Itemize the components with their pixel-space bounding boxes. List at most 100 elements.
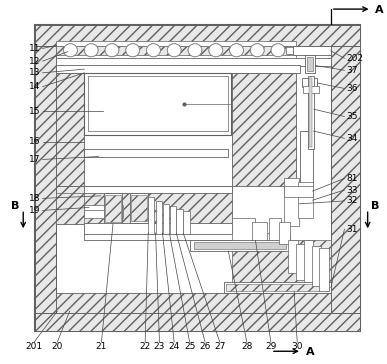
Bar <box>35 25 360 331</box>
Text: 13: 13 <box>29 68 41 77</box>
Bar <box>279 222 290 244</box>
Circle shape <box>63 44 77 57</box>
Circle shape <box>188 44 202 57</box>
Text: 12: 12 <box>29 57 41 66</box>
Bar <box>319 248 329 291</box>
Bar <box>269 218 281 240</box>
Bar <box>190 240 290 251</box>
Bar <box>302 78 317 87</box>
Bar <box>35 25 360 46</box>
Text: 17: 17 <box>29 155 41 164</box>
Bar <box>130 193 148 223</box>
Text: 29: 29 <box>265 342 277 351</box>
Bar <box>232 218 255 240</box>
Bar <box>176 209 183 234</box>
Text: 26: 26 <box>199 342 211 351</box>
Text: 33: 33 <box>346 186 358 194</box>
Circle shape <box>167 44 181 57</box>
Bar <box>56 186 232 224</box>
Text: 201: 201 <box>26 342 43 351</box>
Text: 21: 21 <box>96 342 107 351</box>
Circle shape <box>147 44 161 57</box>
Bar <box>84 223 232 234</box>
Text: 22: 22 <box>139 342 151 351</box>
Text: 37: 37 <box>346 66 358 75</box>
Bar <box>56 58 331 66</box>
Bar <box>293 46 331 55</box>
Bar <box>232 240 331 293</box>
Bar <box>56 41 296 46</box>
Bar <box>309 78 312 147</box>
Circle shape <box>126 44 140 57</box>
Bar <box>84 149 228 157</box>
Text: A: A <box>375 5 383 15</box>
Bar <box>226 284 329 291</box>
Bar <box>84 205 123 211</box>
Circle shape <box>84 44 98 57</box>
Text: 25: 25 <box>184 342 195 351</box>
Text: 20: 20 <box>51 342 63 351</box>
Bar <box>105 195 121 222</box>
Circle shape <box>229 44 243 57</box>
Bar <box>35 46 56 331</box>
Bar <box>84 186 232 193</box>
Text: 18: 18 <box>29 194 41 203</box>
Bar <box>298 182 313 218</box>
Circle shape <box>271 44 285 57</box>
Bar <box>232 73 296 186</box>
Circle shape <box>209 44 223 57</box>
Text: 23: 23 <box>154 342 165 351</box>
Bar <box>104 193 122 224</box>
Bar <box>286 47 293 54</box>
Text: 19: 19 <box>29 206 41 215</box>
Bar <box>194 242 286 249</box>
Text: 11: 11 <box>29 44 41 53</box>
Bar <box>84 233 290 240</box>
Text: 35: 35 <box>346 112 358 121</box>
Bar <box>312 246 321 286</box>
Text: 15: 15 <box>29 107 41 115</box>
Text: 202: 202 <box>346 54 363 63</box>
Text: A: A <box>306 347 314 357</box>
Text: 81: 81 <box>346 174 358 183</box>
Bar <box>84 210 123 218</box>
Bar <box>296 244 306 280</box>
Bar <box>224 282 331 293</box>
Bar <box>305 55 315 73</box>
Text: 27: 27 <box>214 342 226 351</box>
Bar <box>56 73 84 186</box>
Text: 16: 16 <box>29 138 41 146</box>
Text: 36: 36 <box>346 84 358 93</box>
Bar <box>56 293 331 313</box>
Bar <box>331 46 360 331</box>
Text: 31: 31 <box>346 225 358 234</box>
Bar <box>56 65 300 73</box>
Text: 30: 30 <box>291 342 303 351</box>
Bar <box>56 46 296 56</box>
Bar <box>183 211 190 234</box>
Text: B: B <box>371 201 379 211</box>
Bar <box>303 86 319 93</box>
Bar <box>35 313 360 331</box>
Bar <box>56 46 331 313</box>
Bar <box>131 195 147 221</box>
Bar <box>252 222 267 240</box>
Text: 34: 34 <box>346 134 358 143</box>
Text: 24: 24 <box>168 342 180 351</box>
Bar <box>84 73 231 135</box>
Bar <box>284 178 299 226</box>
Bar <box>148 197 154 234</box>
Bar <box>307 57 313 71</box>
Bar <box>288 240 298 273</box>
Text: 32: 32 <box>346 197 358 205</box>
Text: 14: 14 <box>29 82 41 91</box>
Bar <box>300 131 313 186</box>
Bar <box>304 240 313 282</box>
Bar <box>284 186 313 197</box>
Bar <box>56 55 296 58</box>
Text: B: B <box>11 201 20 211</box>
Bar <box>170 206 176 234</box>
Circle shape <box>105 44 119 57</box>
Text: 28: 28 <box>241 342 253 351</box>
Bar <box>56 193 84 224</box>
